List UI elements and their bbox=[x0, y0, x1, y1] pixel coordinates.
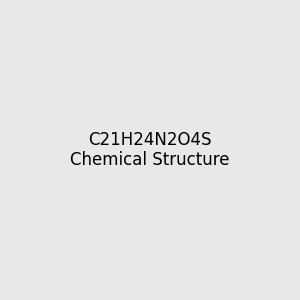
Text: C21H24N2O4S
Chemical Structure: C21H24N2O4S Chemical Structure bbox=[70, 130, 230, 170]
